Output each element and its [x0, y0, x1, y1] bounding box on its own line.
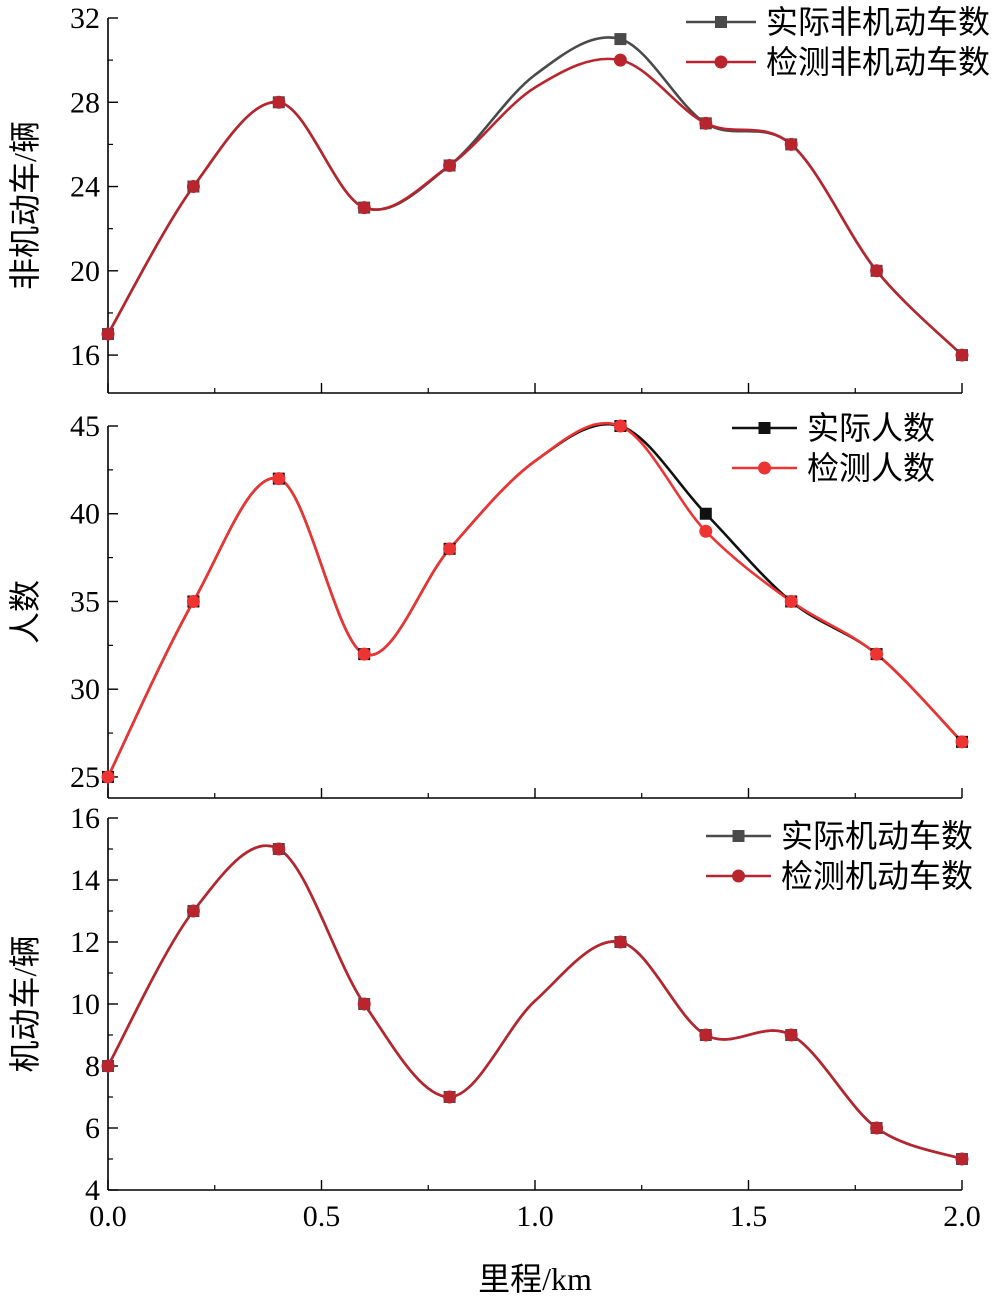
legend-label: 检测机动车数	[781, 858, 973, 894]
data-point-square	[699, 507, 712, 520]
legend-marker-circle	[732, 869, 745, 883]
x-tick-label: 0.5	[303, 1200, 341, 1233]
legend-marker-circle	[714, 55, 728, 69]
y-axis-label: 人数	[7, 580, 43, 644]
series-line-2	[106, 844, 963, 1161]
data-point-circle	[357, 997, 371, 1011]
x-tick-label: 1.0	[516, 1200, 554, 1233]
y-tick-label: 28	[70, 86, 100, 119]
data-point-circle	[784, 594, 798, 608]
legend-label: 实际人数	[807, 410, 935, 446]
y-tick-label: 6	[85, 1112, 100, 1145]
y-tick-label: 4	[85, 1174, 100, 1207]
data-point-circle	[357, 201, 371, 215]
data-point-circle	[443, 1090, 457, 1104]
y-tick-label: 24	[70, 171, 100, 204]
data-point-circle	[699, 1028, 713, 1042]
y-tick-label: 8	[85, 1050, 100, 1083]
y-tick-label: 40	[70, 498, 100, 531]
series-line-1	[106, 36, 963, 357]
legend-marker-square	[732, 830, 745, 842]
legend-marker-square	[758, 422, 771, 434]
legend-marker-circle	[758, 461, 771, 475]
y-axis-label: 非机动车/辆	[7, 121, 43, 290]
data-point-circle	[955, 1152, 969, 1166]
legend-marker-square	[715, 16, 727, 28]
series-line-2	[106, 57, 963, 357]
data-point-circle	[101, 1059, 115, 1073]
y-tick-label: 30	[70, 673, 100, 706]
y-tick-label: 35	[70, 585, 100, 618]
y-tick-label: 16	[70, 802, 100, 835]
x-axis-label: 里程/km	[478, 1261, 592, 1297]
legend-label: 检测非机动车数	[766, 44, 990, 80]
legend-label: 实际非机动车数	[766, 4, 990, 40]
y-tick-label: 25	[70, 761, 100, 794]
y-tick-label: 10	[70, 988, 100, 1021]
data-point-circle	[272, 95, 286, 109]
x-tick-label: 0.0	[89, 1200, 127, 1233]
chart-panel-3: 0.0 0.5 1.0 1.5 2.0 4 6 8 10 12 14 16 机动车/辆里程/km 实际机动…	[7, 802, 981, 1297]
data-point-circle	[699, 116, 713, 130]
data-point-circle	[613, 935, 627, 949]
data-point-circle	[443, 158, 457, 172]
data-point-circle	[101, 327, 115, 341]
y-tick-label: 45	[70, 410, 100, 443]
y-tick-label: 16	[70, 339, 100, 372]
x-tick-label: 1.5	[730, 1200, 768, 1233]
x-tick-label: 2.0	[943, 1200, 981, 1233]
data-point-circle	[870, 1121, 884, 1135]
data-point-circle	[955, 348, 969, 362]
data-point-circle	[955, 735, 969, 749]
data-point-circle	[186, 904, 200, 918]
y-tick-label: 20	[70, 255, 100, 288]
legend-label: 实际机动车数	[781, 818, 973, 854]
y-tick-label: 12	[70, 926, 100, 959]
data-point-circle	[613, 53, 627, 67]
data-point-circle	[784, 1028, 798, 1042]
data-point-circle	[870, 647, 884, 661]
data-point-circle	[870, 264, 884, 278]
y-axis-label: 机动车/辆	[7, 936, 43, 1073]
data-point-circle	[272, 842, 286, 856]
data-point-circle	[613, 419, 627, 433]
data-point-circle	[101, 770, 115, 784]
series-line-2	[106, 421, 963, 778]
data-point-circle	[186, 180, 200, 194]
data-point-circle	[443, 542, 457, 556]
legend-label: 检测人数	[807, 450, 935, 486]
data-point-circle	[272, 472, 286, 486]
data-point-circle	[357, 647, 371, 661]
data-point-circle	[699, 524, 713, 538]
y-tick-label: 32	[70, 2, 100, 35]
y-tick-label: 14	[70, 864, 100, 897]
data-point-square	[614, 33, 627, 46]
data-point-circle	[186, 594, 200, 608]
data-point-circle	[784, 137, 798, 151]
